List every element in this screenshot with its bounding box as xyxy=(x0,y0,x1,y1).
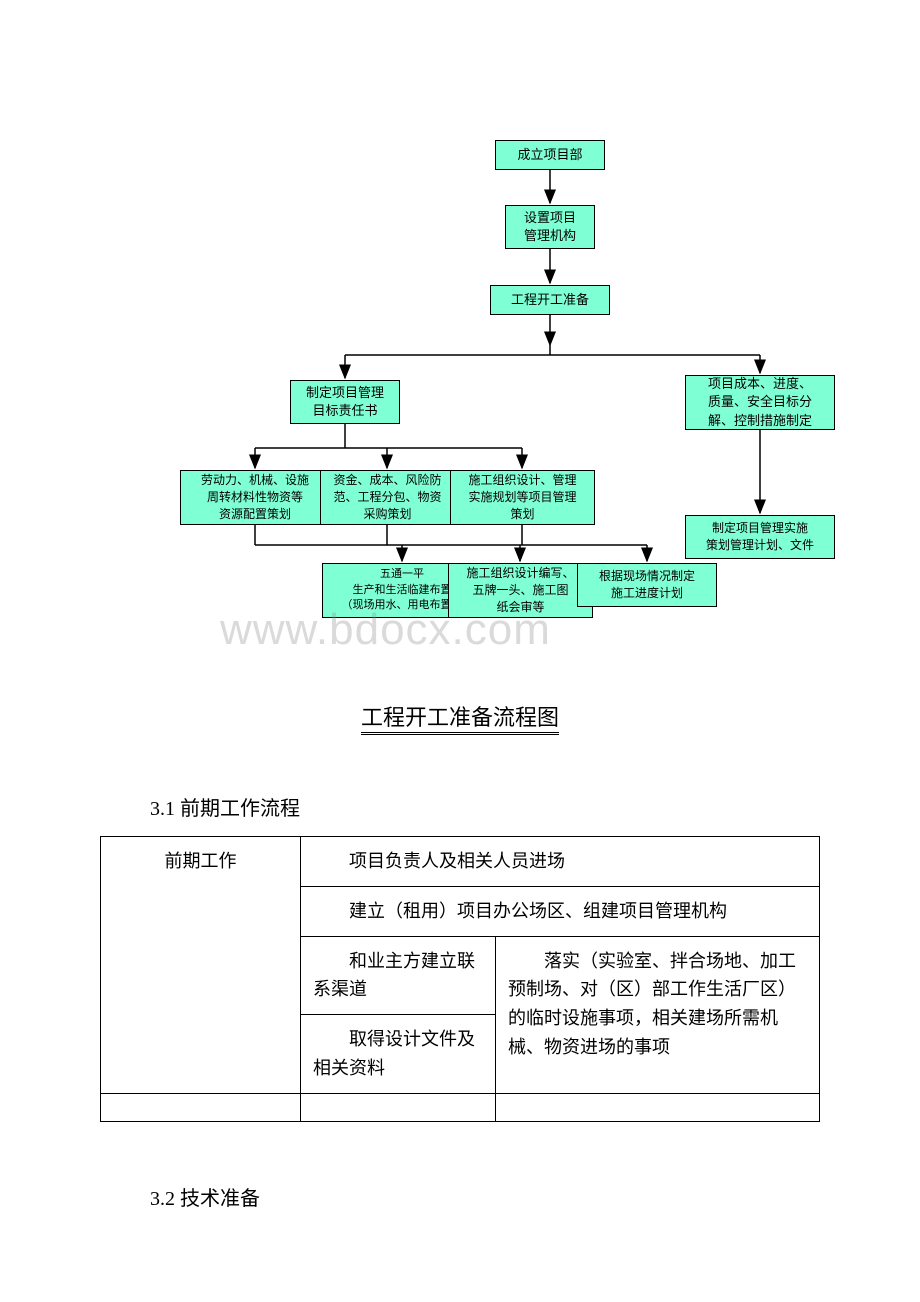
empty-2 xyxy=(301,1093,496,1121)
node-n8: 施工组织设计、管理 实施规划等项目管理 策划 xyxy=(450,470,595,525)
node-n12: 根据现场情况制定 施工进度计划 xyxy=(577,563,717,607)
row-label: 前期工作 xyxy=(101,837,301,1094)
cell-r4a: 取得设计文件及相关资料 xyxy=(301,1015,496,1094)
node-n11: 施工组织设计编写、 五牌一头、施工图 纸会审等 xyxy=(448,563,593,618)
empty-3 xyxy=(496,1093,820,1121)
cell-r3a: 和业主方建立联系渠道 xyxy=(301,936,496,1015)
flowchart: 成立项目部 设置项目 管理机构 工程开工准备 制定项目管理 目标责任书 项目成本… xyxy=(0,0,920,640)
node-n3: 工程开工准备 xyxy=(490,285,610,315)
node-n2: 设置项目 管理机构 xyxy=(505,205,595,249)
cell-r3b: 落实（实验室、拌合场地、加工预制场、对（区）部工作生活厂区）的临时设施事项，相关… xyxy=(496,936,820,1093)
empty-1 xyxy=(101,1093,301,1121)
node-n9: 制定项目管理实施 策划管理计划、文件 xyxy=(685,515,835,559)
cell-r2: 建立（租用）项目办公场区、组建项目管理机构 xyxy=(301,886,820,936)
preliminary-work-table: 前期工作 项目负责人及相关人员进场 建立（租用）项目办公场区、组建项目管理机构 … xyxy=(100,836,820,1122)
node-n1: 成立项目部 xyxy=(495,140,605,170)
diagram-title: 工程开工准备流程图 xyxy=(0,700,920,732)
section-3-1-heading: 3.1 前期工作流程 xyxy=(150,792,920,821)
node-n6: 劳动力、机械、设施 周转材料性物资等 资源配置策划 xyxy=(180,470,330,525)
cell-r1: 项目负责人及相关人员进场 xyxy=(301,837,820,887)
diagram-title-text: 工程开工准备流程图 xyxy=(361,705,559,735)
node-n4: 制定项目管理 目标责任书 xyxy=(290,380,400,424)
node-n7: 资金、成本、风险防 范、工程分包、物资 采购策划 xyxy=(320,470,455,525)
node-n5: 项目成本、进度、 质量、安全目标分 解、控制措施制定 xyxy=(685,375,835,430)
section-3-2-heading: 3.2 技术准备 xyxy=(150,1182,920,1211)
